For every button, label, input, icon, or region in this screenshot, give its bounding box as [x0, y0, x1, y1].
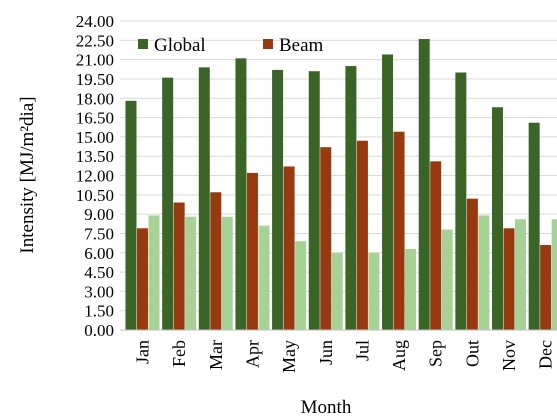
y-tick-label: 18.00 — [76, 89, 114, 108]
bar-series-3-mar — [221, 216, 233, 330]
bar-beam-mar — [210, 192, 222, 330]
bar-beam-jun — [320, 147, 332, 330]
y-tick-label: 21.00 — [76, 51, 114, 70]
bar-series-3-nov — [515, 219, 526, 330]
y-tick-label: 3.00 — [84, 282, 114, 301]
x-tick-label: Mar — [206, 340, 226, 370]
x-tick-label: Dec — [536, 340, 556, 369]
legend-label-global: Global — [154, 35, 206, 56]
legend-label-beam: Beam — [279, 35, 324, 56]
bar-beam-jul — [356, 140, 368, 330]
bar-series-3-aug — [405, 248, 417, 330]
bar-beam-may — [283, 166, 295, 330]
y-axis-title: Intensity [MJ/m²dia] — [17, 96, 38, 253]
bar-beam-dec — [540, 245, 552, 330]
bar-beam-aug — [393, 131, 405, 330]
x-tick-label: May — [279, 340, 299, 373]
bar-global-may — [272, 69, 284, 331]
bars — [125, 39, 557, 331]
y-tick-label: 24.00 — [76, 12, 114, 31]
bar-global-sep — [418, 39, 430, 331]
y-tick-label: 1.50 — [84, 302, 114, 321]
y-tick-label: 0.00 — [84, 321, 114, 340]
bar-series-3-jul — [368, 252, 380, 330]
x-tick-label: Aug — [389, 340, 409, 371]
x-tick-label: Jul — [352, 340, 372, 361]
bar-series-3-feb — [185, 216, 197, 330]
bar-beam-apr — [246, 172, 258, 330]
bar-beam-out — [466, 198, 478, 330]
x-tick-label: Nov — [499, 340, 519, 371]
bar-global-aug — [382, 54, 394, 330]
bar-global-feb — [162, 77, 174, 331]
x-tick-label: Jan — [133, 340, 153, 364]
bar-series-3-jan — [148, 215, 160, 330]
bar-beam-nov — [503, 228, 515, 330]
bar-series-3-sep — [441, 229, 453, 330]
bar-beam-jan — [137, 228, 148, 330]
y-axis-ticks: 0.001.503.004.506.007.509.0010.5012.0013… — [76, 12, 114, 340]
bar-global-apr — [235, 58, 247, 331]
y-tick-label: 15.00 — [76, 128, 114, 147]
x-tick-label: Feb — [169, 340, 189, 367]
x-axis-title: Month — [301, 397, 352, 418]
legend-swatch-global — [138, 39, 148, 49]
x-tick-label: Apr — [242, 340, 262, 368]
gridlines — [120, 20, 557, 312]
bar-global-nov — [492, 107, 503, 330]
y-tick-label: 13.50 — [76, 147, 114, 166]
x-axis-ticks: Jan Feb Mar Apr May Jun Jul Aug Sep Out Nov Dec — [133, 340, 556, 373]
bar-series-3-apr — [258, 225, 270, 330]
bar-beam-sep — [430, 161, 442, 330]
y-tick-label: 10.50 — [76, 186, 114, 205]
y-tick-label: 16.50 — [76, 109, 114, 128]
y-tick-label: 9.00 — [84, 205, 114, 224]
x-tick-label: Sep — [426, 340, 446, 367]
bar-beam-feb — [173, 202, 185, 330]
legend-swatch-beam — [263, 39, 273, 49]
legend: Global Beam — [138, 35, 324, 56]
bar-series-3-may — [295, 241, 307, 330]
bar-series-3-jun — [331, 252, 343, 330]
y-tick-label: 4.50 — [84, 263, 114, 282]
y-tick-label: 6.00 — [84, 244, 114, 263]
bar-global-jun — [308, 71, 320, 331]
x-tick-label: Jun — [316, 340, 336, 365]
bar-global-jul — [345, 66, 357, 330]
y-tick-label: 7.50 — [84, 224, 114, 243]
bar-global-mar — [198, 67, 210, 330]
bar-series-3-out — [478, 215, 490, 330]
x-tick-label: Out — [462, 340, 482, 367]
bar-global-dec — [528, 122, 540, 331]
y-tick-label: 19.50 — [76, 70, 114, 89]
y-tick-label: 22.50 — [76, 31, 114, 50]
y-tick-label: 12.00 — [76, 167, 114, 186]
bar-series-3-dec — [551, 219, 557, 330]
bar-global-jan — [125, 100, 137, 330]
bar-global-out — [455, 72, 467, 330]
